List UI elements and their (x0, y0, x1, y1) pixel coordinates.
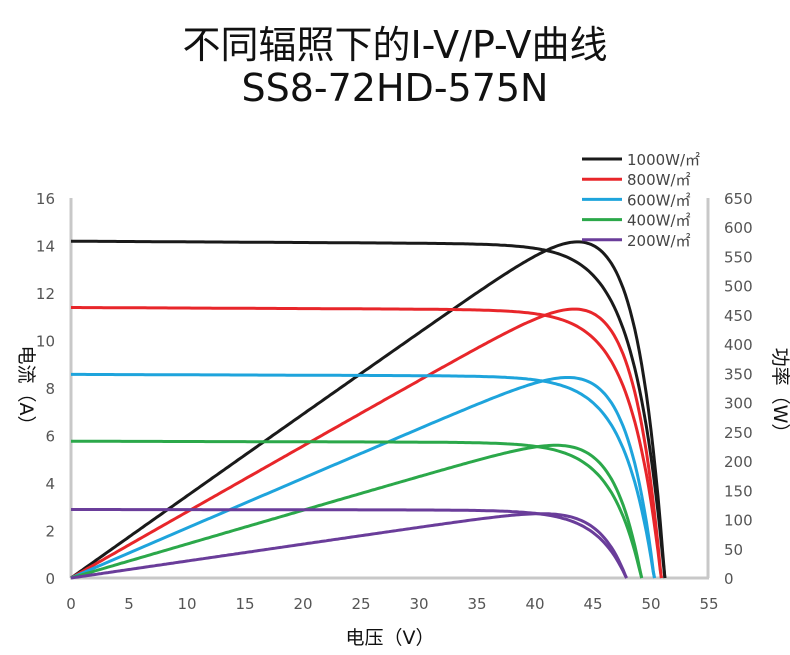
x-tick-label: 10 (177, 595, 196, 613)
y-right-tick-label: 650 (724, 190, 753, 208)
x-axis-label: 电压（V） (346, 627, 435, 649)
legend-label: 600W/㎡ (627, 191, 691, 209)
iv-curve-0 (71, 239, 667, 579)
x-tick-label: 25 (351, 595, 370, 613)
y-left-tick-label: 8 (45, 380, 55, 398)
y-left-tick-label: 12 (36, 285, 55, 303)
legend-label: 800W/㎡ (627, 171, 691, 189)
pv-curve-2 (70, 376, 656, 580)
y-left-tick-label: 10 (36, 333, 55, 351)
pv-curve-4 (70, 512, 628, 580)
y-right-tick-label: 200 (724, 453, 753, 471)
y-right-tick-label: 350 (724, 365, 753, 383)
y-right-tick-label: 250 (724, 424, 753, 442)
x-tick-label: 45 (583, 595, 602, 613)
x-tick-label: 40 (525, 595, 544, 613)
iv-curve-1 (71, 306, 663, 579)
y-left-axis-label: 电流（A） (15, 346, 37, 435)
y-right-tick-label: 550 (724, 248, 753, 266)
y-left-tick-label: 0 (45, 570, 55, 588)
y-right-tick-label: 300 (724, 395, 753, 413)
y-right-tick-label: 450 (724, 307, 753, 325)
y-right-axis-label: 功率（W） (769, 348, 790, 443)
x-tick-label: 5 (124, 595, 134, 613)
y-right-tick-label: 600 (724, 219, 753, 237)
x-tick-label: 15 (235, 595, 254, 613)
pv-curve-1 (70, 307, 663, 580)
y-right-tick-label: 50 (724, 541, 743, 559)
x-tick-label: 35 (467, 595, 486, 613)
y-left-tick-label: 2 (45, 523, 55, 541)
y-right-tick-label: 400 (724, 336, 753, 354)
x-tick-label: 50 (641, 595, 660, 613)
chart-title: 不同辐照下的I-V/P-V曲线 (182, 23, 608, 67)
y-right-tick-label: 500 (724, 278, 753, 296)
pv-curve-3 (70, 443, 644, 580)
pv-curve-0 (70, 240, 667, 580)
y-left-tick-label: 14 (36, 238, 55, 256)
y-left-tick-label: 4 (45, 475, 55, 493)
y-right-tick-label: 0 (724, 570, 734, 588)
chart-subtitle: SS8-72HD-575N (241, 66, 549, 110)
x-tick-label: 0 (66, 595, 76, 613)
y-left-tick-label: 16 (36, 190, 55, 208)
x-tick-label: 55 (699, 595, 718, 613)
iv-curve-3 (71, 439, 644, 579)
legend-label: 200W/㎡ (627, 232, 691, 250)
legend-label: 400W/㎡ (627, 212, 691, 230)
y-right-tick-label: 100 (724, 512, 753, 530)
x-tick-label: 30 (409, 595, 428, 613)
y-right-tick-label: 150 (724, 482, 753, 500)
x-tick-label: 20 (293, 595, 312, 613)
iv-curve-2 (71, 372, 656, 579)
y-left-tick-label: 6 (45, 428, 55, 446)
legend-label: 1000W/㎡ (627, 151, 700, 169)
